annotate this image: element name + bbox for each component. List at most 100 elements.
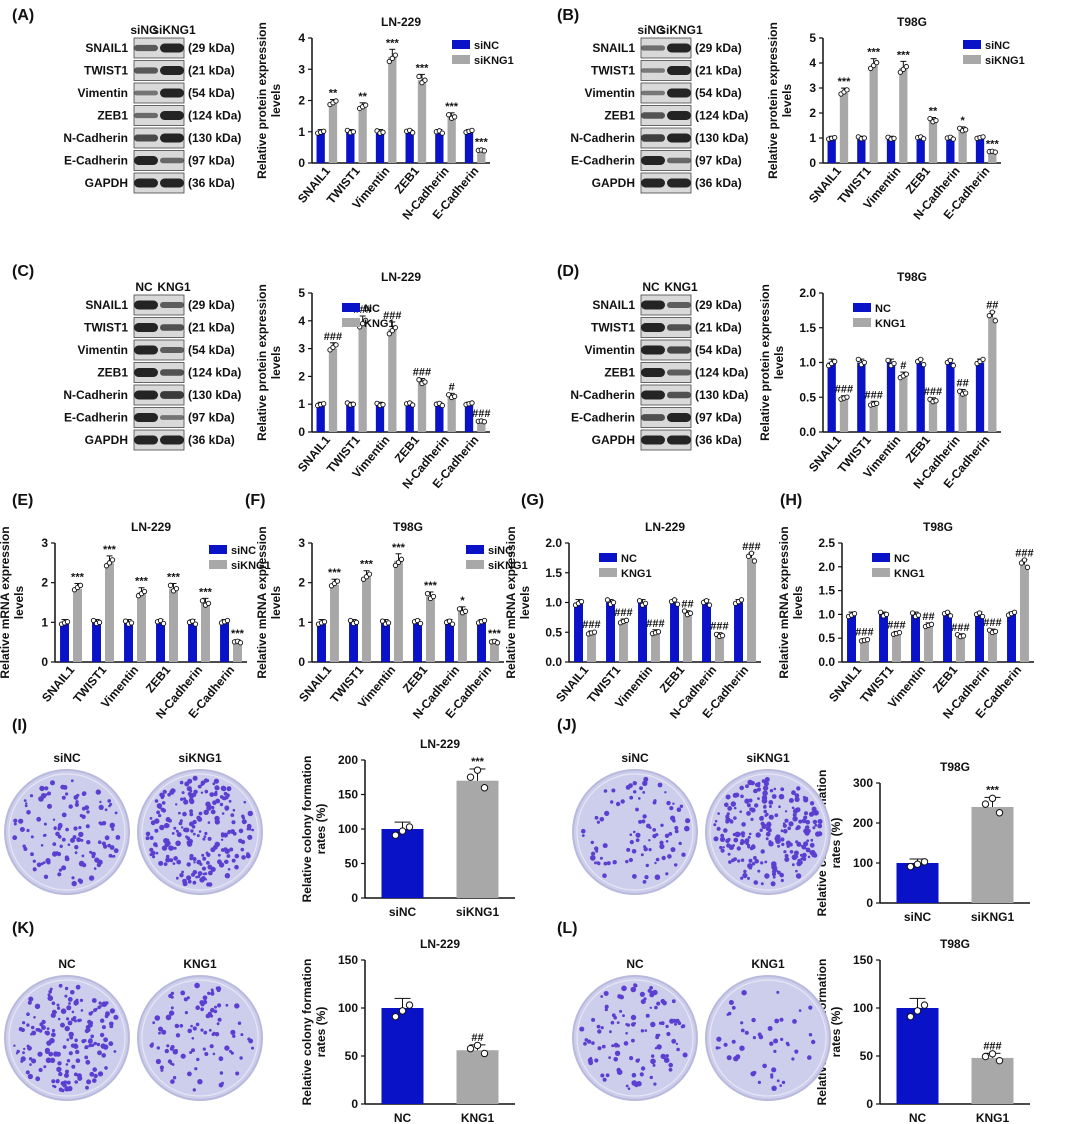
colony (145, 831, 151, 837)
colony (768, 814, 774, 820)
colony (668, 1067, 673, 1072)
colony (218, 1082, 224, 1088)
colony (741, 990, 747, 996)
colony (762, 1063, 767, 1069)
legend-swatch (452, 55, 470, 64)
data-point (913, 860, 922, 868)
x-tick-label: ZEB1 (400, 663, 431, 696)
colony (73, 795, 79, 800)
colony (180, 1053, 186, 1059)
colony (97, 1071, 104, 1077)
colony (209, 792, 215, 797)
colony (717, 812, 720, 815)
colony (660, 998, 666, 1004)
colony (66, 1080, 71, 1085)
colony (737, 859, 741, 863)
colony (175, 840, 181, 847)
colony (747, 843, 751, 848)
colony (35, 1076, 41, 1082)
colony (113, 1014, 119, 1020)
significance-label: *** (986, 138, 1000, 150)
blot-band (160, 178, 184, 188)
bar (405, 404, 414, 432)
colony (645, 1013, 650, 1018)
data-point (874, 59, 880, 66)
colony (817, 819, 823, 824)
colony (665, 872, 669, 876)
colony (602, 873, 607, 878)
size-label: (97 kDa) (695, 411, 742, 425)
protein-label: N-Cadherin (570, 388, 635, 402)
colony (812, 826, 816, 830)
colony (158, 1026, 163, 1032)
colony (98, 804, 104, 811)
colony (726, 1055, 732, 1061)
colony (52, 818, 56, 821)
bar (971, 807, 1014, 903)
colony (237, 1021, 242, 1025)
colony (734, 831, 741, 838)
data-point (1024, 564, 1031, 570)
colony (651, 1054, 655, 1058)
colony (649, 1006, 652, 1009)
legend-label: siKNG1 (488, 560, 528, 572)
plate-rim (8, 773, 126, 891)
colony (187, 879, 192, 884)
significance-label: ## (922, 611, 934, 623)
colony (27, 1073, 33, 1080)
blot-band (667, 66, 691, 75)
significance-label: ### (864, 389, 882, 401)
plate-label: siKNG1 (178, 751, 222, 765)
colony (232, 831, 237, 836)
colony (181, 791, 185, 795)
colony (40, 844, 44, 847)
plate-rim (709, 773, 827, 891)
colony (733, 816, 737, 820)
bar (426, 596, 435, 662)
y-tick-label: 100 (338, 822, 358, 836)
bar (316, 404, 325, 432)
colony (166, 1044, 170, 1048)
colony (247, 810, 253, 817)
colony (61, 865, 67, 871)
colony (193, 861, 196, 864)
culture-plate (137, 975, 263, 1101)
y-tick-label: 1 (809, 131, 816, 145)
colony (27, 1000, 32, 1005)
colony (29, 1063, 32, 1066)
colony (26, 1023, 30, 1027)
colony (70, 1043, 75, 1048)
bar (971, 1057, 1014, 1104)
legend-label: siNC (474, 40, 499, 52)
blot-band (134, 90, 158, 96)
colony (192, 856, 197, 862)
colony (60, 1008, 67, 1014)
legend-swatch (209, 545, 227, 554)
colony (61, 1088, 65, 1093)
colony (150, 1042, 154, 1046)
colony (622, 1014, 625, 1018)
bar (362, 576, 371, 662)
colony (788, 842, 793, 847)
size-label: (36 kDa) (188, 176, 235, 190)
colony (53, 826, 57, 830)
colony (792, 812, 797, 817)
colony (796, 861, 802, 867)
significance-label: ### (383, 310, 401, 322)
data-point (903, 63, 909, 70)
blot-band (160, 369, 184, 376)
blot-band (160, 435, 184, 445)
colony (44, 1047, 51, 1053)
colony (599, 817, 605, 822)
x-tick-label: KNG1 (461, 1111, 495, 1124)
colony (661, 855, 666, 861)
blot-band (667, 133, 691, 143)
significance-label: ### (742, 541, 760, 553)
data-point (913, 1007, 922, 1015)
bar (975, 362, 985, 432)
colony (788, 821, 794, 827)
colony (732, 792, 738, 798)
bar (156, 622, 165, 662)
colony (168, 818, 172, 823)
data-point (392, 562, 399, 569)
